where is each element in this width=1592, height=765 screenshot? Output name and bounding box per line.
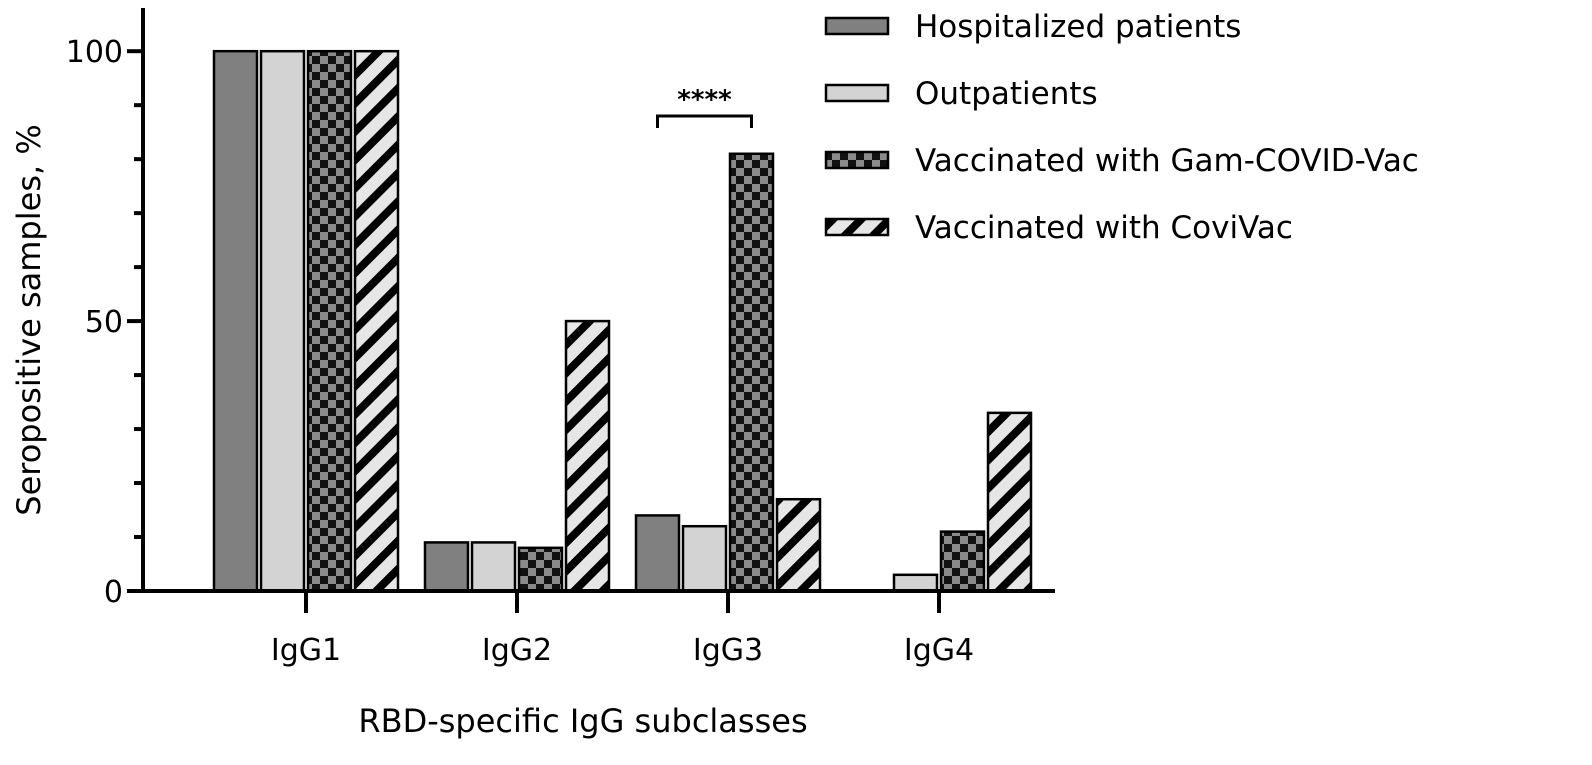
bars xyxy=(212,49,1033,593)
bar-igg4-series-4 xyxy=(986,411,1033,593)
legend-label-series-2: Outpatients xyxy=(915,76,1098,112)
legend-swatch-series-2 xyxy=(824,83,890,103)
legend: Hospitalized patients Outpatients Vaccinat… xyxy=(824,9,1419,246)
y-tick-label: 100 xyxy=(66,35,123,70)
bar-igg3-series-4 xyxy=(775,497,822,593)
bar-igg2-series-3 xyxy=(517,546,564,593)
x-tick-label: IgG3 xyxy=(693,633,763,668)
bar-igg4-series-3 xyxy=(939,530,986,593)
bar-igg3-series-2 xyxy=(681,524,728,593)
significance-bracket xyxy=(656,114,753,128)
legend-swatch-series-4 xyxy=(824,217,890,237)
annotations: **** xyxy=(656,85,753,128)
legend-swatch-series-3 xyxy=(824,150,890,170)
bar-igg2-series-4 xyxy=(564,319,611,593)
legend-swatch-series-1 xyxy=(824,16,890,36)
x-tick-label: IgG2 xyxy=(482,633,552,668)
bar-igg2-series-1 xyxy=(423,541,470,593)
x-axis-title: RBD-specific IgG subclasses xyxy=(358,702,807,740)
y-tick-label: 0 xyxy=(104,575,123,610)
legend-label-series-1: Hospitalized patients xyxy=(915,9,1241,45)
bar-igg1-series-4 xyxy=(353,49,400,593)
axes: 0 50 100 IgG1 IgG2 IgG3 IgG4 xyxy=(66,8,1055,668)
significance-label: **** xyxy=(677,85,732,115)
legend-label-series-4: Vaccinated with CoviVac xyxy=(915,210,1293,246)
bar-igg3-series-1 xyxy=(634,514,681,593)
bar-igg1-series-2 xyxy=(259,49,306,593)
y-axis-title: Seropositive samples, % xyxy=(10,124,48,515)
y-tick-label: 50 xyxy=(85,305,123,340)
bar-igg3-series-3 xyxy=(728,152,775,593)
x-tick-label: IgG4 xyxy=(904,633,974,668)
bar-igg2-series-2 xyxy=(470,541,517,593)
x-tick-label: IgG1 xyxy=(271,633,341,668)
legend-label-series-3: Vaccinated with Gam-COVID-Vac xyxy=(915,143,1419,179)
bar-igg1-series-1 xyxy=(212,49,259,593)
bar-igg4-series-2 xyxy=(892,573,939,593)
bar-igg1-series-3 xyxy=(306,49,353,593)
